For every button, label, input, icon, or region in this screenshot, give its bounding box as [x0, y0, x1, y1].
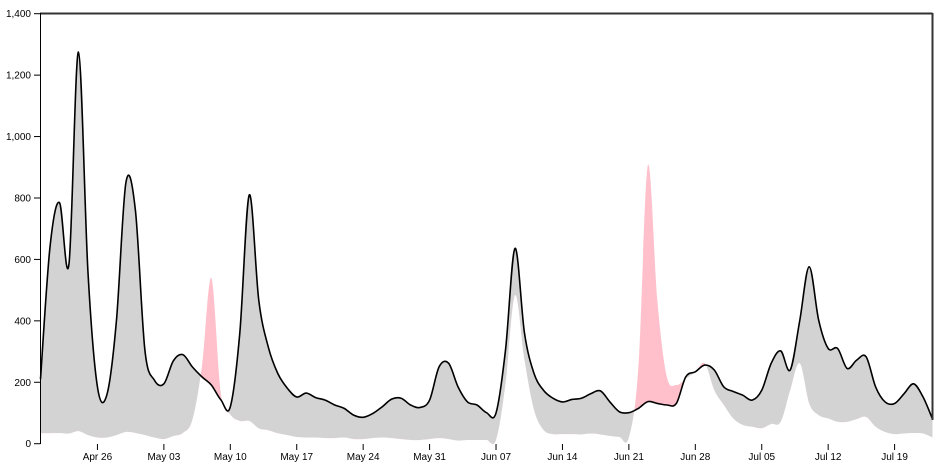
y-tick-label: 600 — [14, 255, 31, 266]
y-tick-label: 1,000 — [6, 132, 31, 143]
x-tick-label: May 31 — [413, 452, 446, 463]
x-tick-label: May 03 — [147, 452, 180, 463]
x-tick-label: Jun 28 — [680, 452, 710, 463]
y-axis: 0 200 400 600 800 1,000 1,200 1,400 — [6, 9, 41, 450]
x-tick-label: May 24 — [347, 452, 380, 463]
x-tick-label: Jun 07 — [481, 452, 511, 463]
x-tick-label: Jul 19 — [881, 452, 908, 463]
x-tick-label: Jul 05 — [748, 452, 775, 463]
x-tick-label: Apr 26 — [83, 452, 113, 463]
y-tick-label: 1,200 — [6, 71, 31, 82]
y-tick-label: 200 — [14, 378, 31, 389]
x-tick-label: Jul 12 — [815, 452, 842, 463]
y-tick-label: 400 — [14, 316, 31, 327]
x-tick-label: Jun 21 — [614, 452, 644, 463]
y-tick-label: 1,400 — [6, 9, 31, 20]
plot-areas — [40, 52, 933, 445]
x-tick-label: May 17 — [280, 452, 313, 463]
y-tick-label: 800 — [14, 193, 31, 204]
area-line-above-other — [40, 52, 933, 445]
series-line — [39, 51, 934, 420]
x-tick-label: May 10 — [214, 452, 247, 463]
x-axis: Apr 26 May 03 May 10 May 17 May 24 May 31 Jun … — [83, 444, 908, 463]
x-tick-label: Jun 14 — [547, 452, 577, 463]
y-tick-label: 0 — [25, 439, 31, 450]
